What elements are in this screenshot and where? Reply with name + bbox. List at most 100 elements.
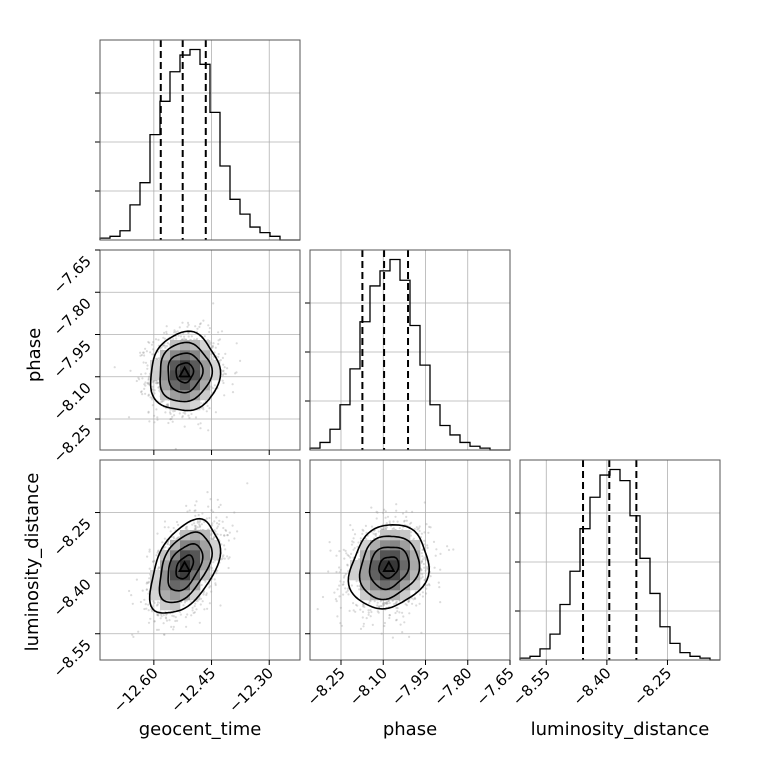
density-cell — [210, 540, 221, 551]
scatter-point — [179, 613, 182, 616]
density-cell — [410, 560, 421, 571]
scatter-point — [424, 569, 427, 572]
scatter-point — [352, 537, 355, 540]
scatter-point — [226, 555, 229, 558]
density-cell — [210, 360, 221, 371]
scatter-point — [141, 589, 144, 592]
scatter-point — [218, 519, 221, 522]
density-cell — [160, 360, 171, 371]
density-cell — [390, 560, 401, 571]
scatter-point — [380, 605, 383, 608]
joint-content-0 — [100, 250, 300, 450]
scatter-point — [386, 515, 390, 518]
density-cell — [190, 590, 201, 601]
density-cell — [160, 600, 171, 611]
contour-level-1 — [167, 542, 204, 592]
scatter-point — [173, 409, 176, 412]
scatter-point — [181, 338, 184, 341]
scatter-point — [426, 546, 429, 550]
scatter-point — [196, 521, 199, 524]
contour-level-1 — [368, 546, 410, 591]
scatter-point — [407, 600, 410, 604]
scatter-point — [224, 528, 227, 532]
scatter-point — [194, 602, 197, 605]
scatter-point — [233, 511, 236, 514]
scatter-point — [378, 605, 381, 609]
scatter-point — [190, 614, 193, 617]
scatter-point — [349, 556, 352, 559]
x-axis-label-luminosity-distance: luminosity_distance — [531, 719, 710, 740]
scatter-point — [157, 357, 160, 360]
scatter-point — [356, 604, 359, 607]
scatter-point — [153, 620, 156, 623]
scatter-point — [145, 588, 148, 591]
scatter-point — [215, 516, 218, 519]
scatter-point — [163, 537, 166, 540]
scatter-point — [193, 524, 196, 527]
scatter-point — [378, 605, 381, 608]
scatter-point — [147, 609, 150, 612]
scatter-point — [139, 354, 142, 357]
scatter-point — [221, 555, 224, 558]
scatter-point — [141, 377, 144, 380]
joint-panel-geocent-time-luminosity-distance — [99, 459, 301, 661]
scatter-point — [346, 587, 349, 590]
scatter-point — [427, 583, 431, 586]
scatter-point — [341, 583, 344, 586]
scatter-point — [202, 319, 205, 322]
ytick-label-phase-4: −7.65 — [50, 252, 95, 297]
scatter-point — [421, 573, 424, 576]
scatter-point — [143, 598, 146, 601]
scatter-point — [145, 588, 148, 591]
scatter-point — [147, 376, 150, 379]
scatter-point — [139, 351, 142, 354]
scatter-point — [342, 576, 346, 579]
scatter-point — [223, 372, 226, 375]
scatter-point — [380, 527, 383, 531]
scatter-point — [381, 511, 385, 514]
scatter-point — [209, 585, 212, 588]
scatter-point — [353, 547, 356, 550]
scatter-point — [197, 423, 200, 426]
ytick-label-luminosity-distance-1: −8.40 — [50, 575, 95, 620]
scatter-point — [210, 385, 213, 388]
scatter-point — [163, 331, 166, 334]
scatter-point — [413, 596, 416, 600]
density-cell — [370, 570, 381, 581]
scatter-point — [219, 533, 222, 536]
scatter-point — [157, 381, 160, 384]
scatter-point — [231, 383, 234, 386]
scatter-point — [236, 530, 239, 533]
density-cell — [200, 340, 211, 351]
scatter-point — [151, 385, 154, 388]
scatter-point — [388, 522, 391, 525]
scatter-point — [370, 610, 373, 614]
scatter-point — [365, 538, 368, 541]
density-cell — [410, 550, 421, 561]
scatter-point — [144, 381, 147, 384]
scatter-point — [169, 418, 172, 421]
scatter-point — [391, 636, 394, 639]
scatter-point — [412, 598, 415, 601]
scatter-point — [165, 613, 168, 616]
scatter-point — [165, 345, 168, 348]
scatter-point — [328, 541, 331, 544]
density-cell — [170, 370, 181, 381]
scatter-point — [155, 358, 158, 361]
hist-step-phase — [309, 258, 510, 451]
density-cell — [350, 560, 361, 571]
scatter-point — [418, 602, 421, 605]
density-cells-1 — [150, 530, 221, 611]
scatter-point — [388, 614, 391, 617]
density-cell — [410, 570, 421, 581]
scatter-point — [343, 557, 346, 560]
density-cell — [200, 390, 211, 401]
scatter-point — [192, 611, 195, 615]
scatter-point — [217, 352, 220, 356]
scatter-point — [147, 592, 150, 595]
scatter-point — [396, 520, 399, 523]
scatter-point — [329, 549, 332, 552]
scatter-point — [149, 617, 152, 620]
scatter-point — [350, 552, 353, 556]
scatter-point — [153, 421, 156, 424]
